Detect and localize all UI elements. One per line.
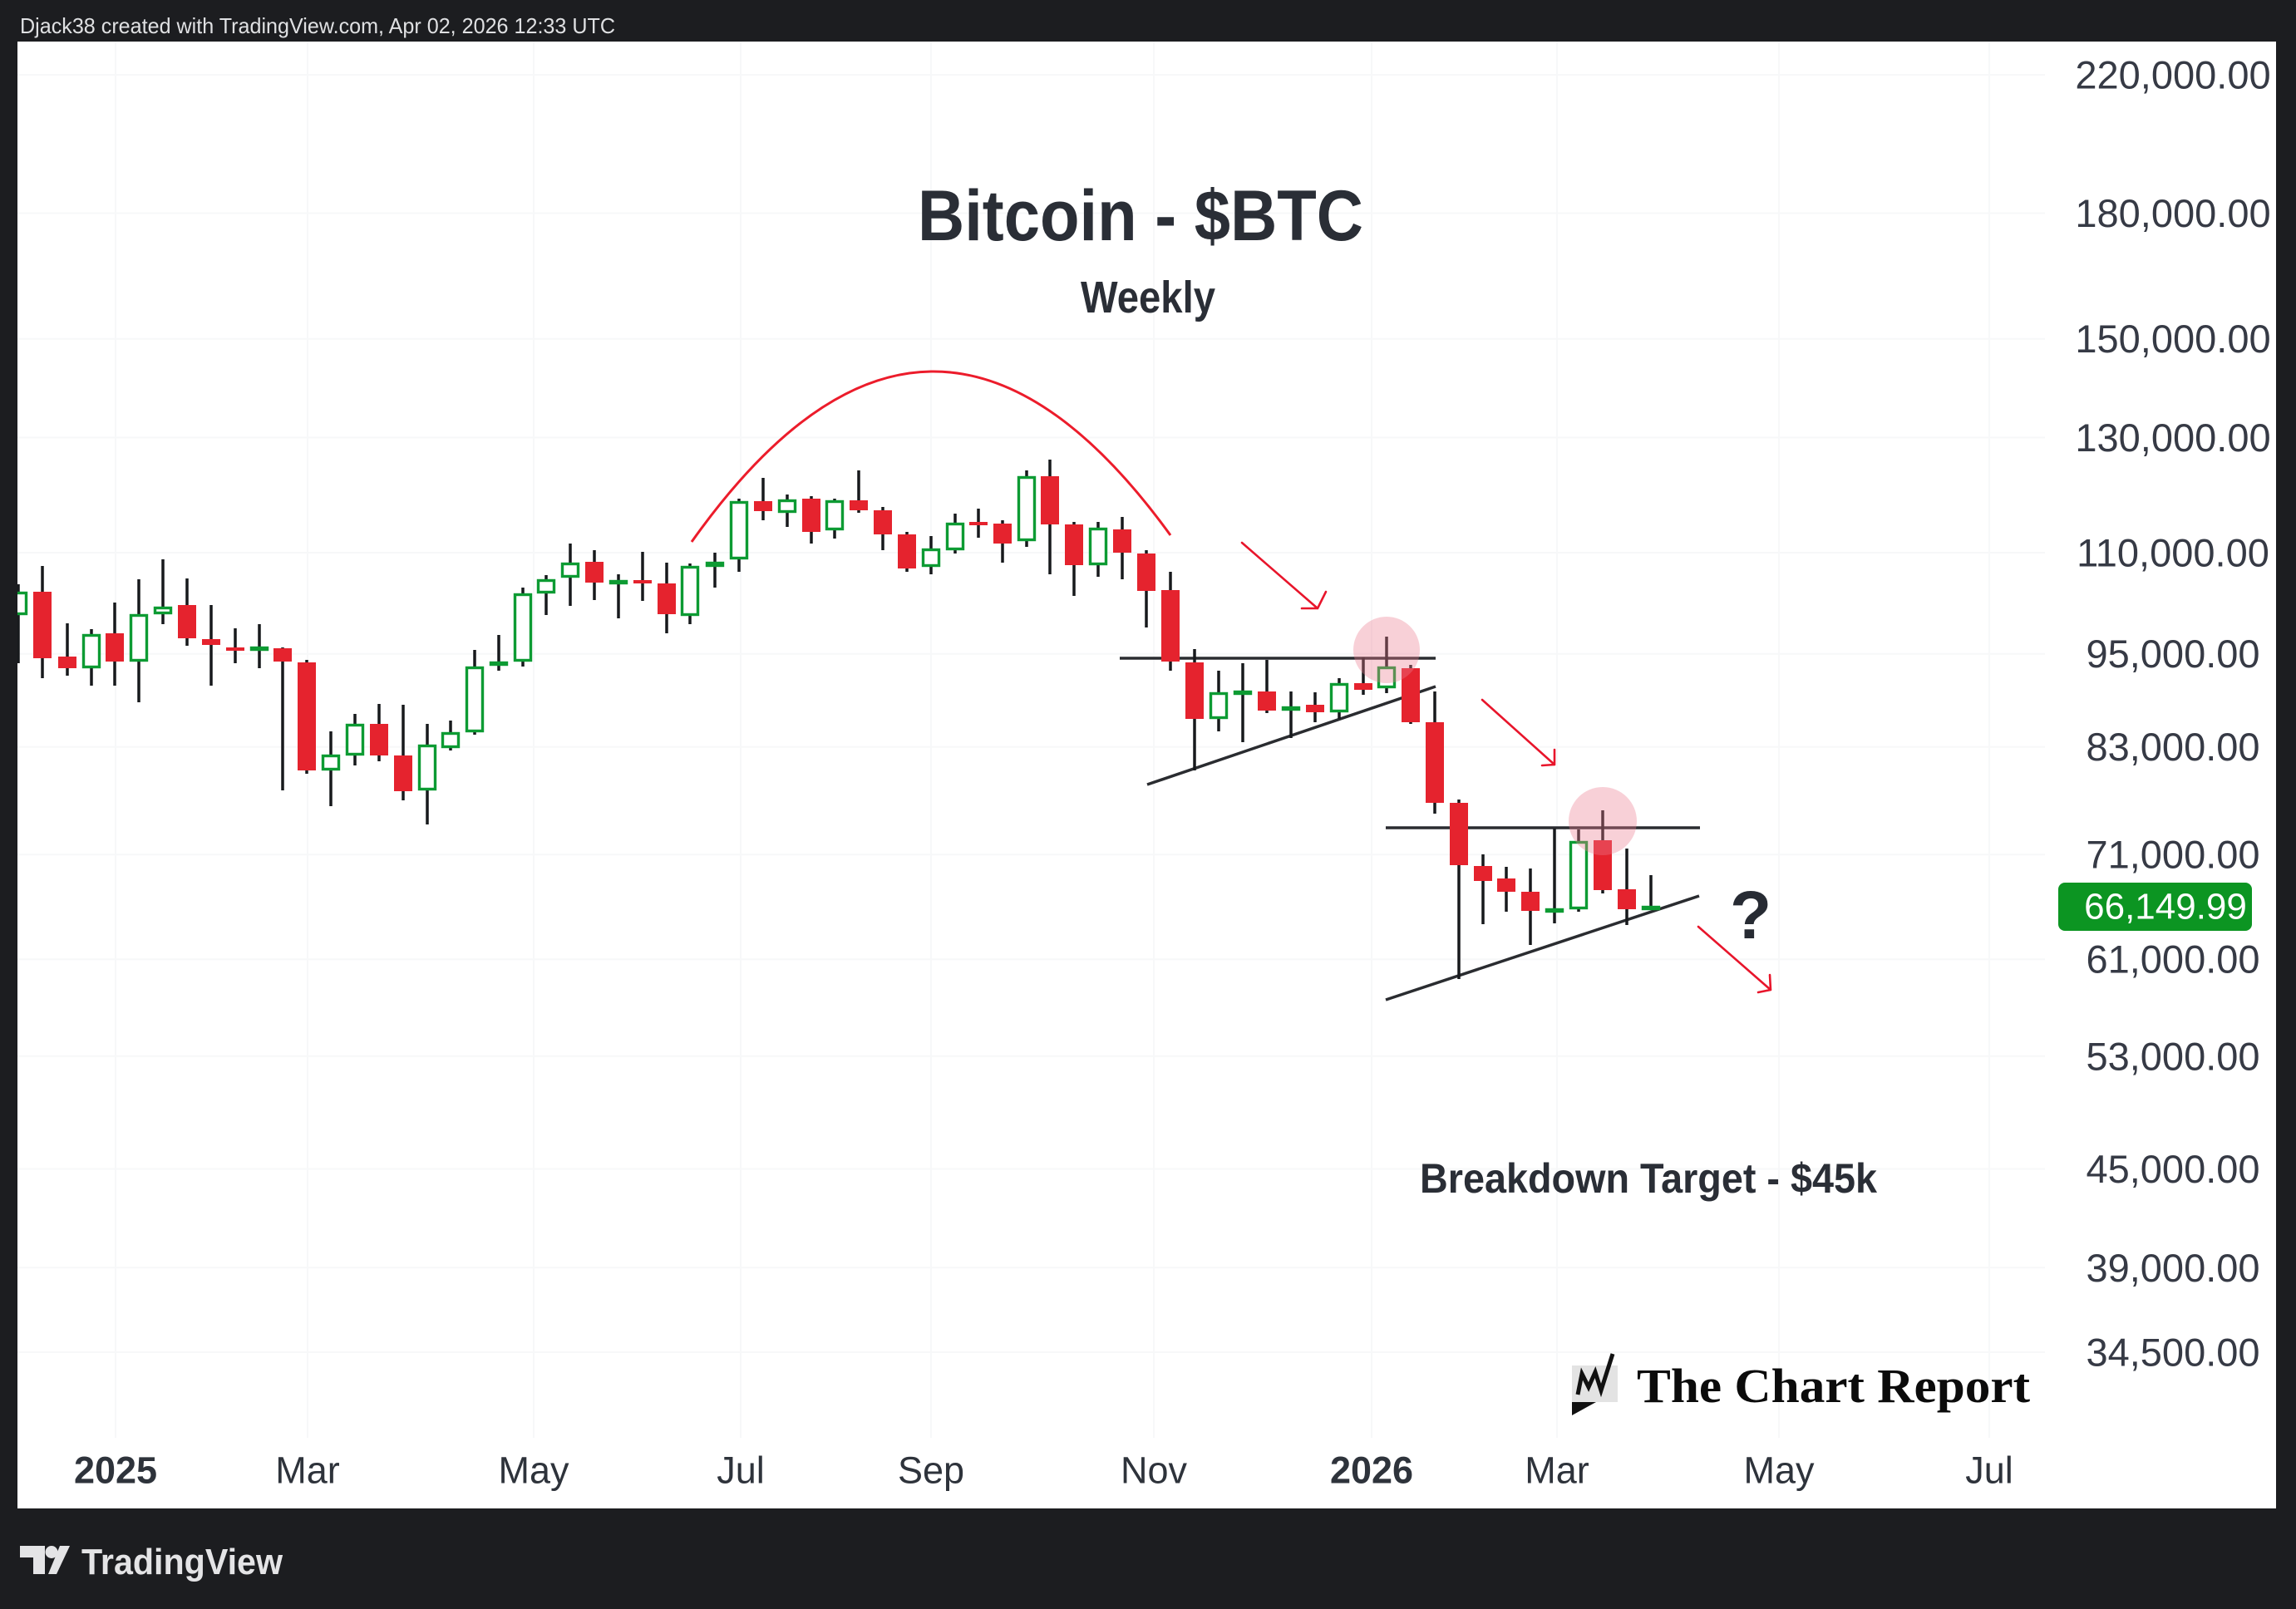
svg-text:Weekly: Weekly — [1081, 273, 1215, 322]
svg-text:130,000.00: 130,000.00 — [2075, 416, 2270, 460]
svg-text:May: May — [498, 1449, 569, 1492]
svg-text:Djack38 created with TradingVi: Djack38 created with TradingView.com, Ap… — [20, 13, 615, 38]
svg-text:95,000.00: 95,000.00 — [2086, 632, 2259, 676]
svg-text:?: ? — [1730, 878, 1771, 953]
svg-text:Bitcoin - $BTC: Bitcoin - $BTC — [918, 176, 1363, 256]
svg-text:Sep: Sep — [898, 1449, 964, 1492]
svg-text:The Chart Report: The Chart Report — [1637, 1359, 2031, 1413]
svg-text:Breakdown Target - $45k: Breakdown Target - $45k — [1420, 1155, 1877, 1202]
svg-text:71,000.00: 71,000.00 — [2086, 833, 2259, 877]
svg-text:34,500.00: 34,500.00 — [2086, 1331, 2259, 1375]
svg-text:Mar: Mar — [275, 1449, 340, 1492]
svg-text:TradingView: TradingView — [81, 1542, 283, 1582]
svg-text:Nov: Nov — [1121, 1449, 1188, 1492]
svg-text:2026: 2026 — [1330, 1449, 1413, 1492]
svg-text:Jul: Jul — [1965, 1449, 2013, 1492]
svg-text:39,000.00: 39,000.00 — [2086, 1246, 2259, 1290]
svg-text:83,000.00: 83,000.00 — [2086, 725, 2259, 769]
svg-text:150,000.00: 150,000.00 — [2075, 317, 2270, 361]
svg-text:2025: 2025 — [74, 1449, 157, 1492]
svg-text:61,000.00: 61,000.00 — [2086, 937, 2259, 982]
svg-text:110,000.00: 110,000.00 — [2077, 531, 2269, 575]
svg-text:May: May — [1743, 1449, 1815, 1492]
svg-text:Jul: Jul — [717, 1449, 765, 1492]
svg-text:45,000.00: 45,000.00 — [2086, 1147, 2259, 1191]
svg-text:180,000.00: 180,000.00 — [2075, 191, 2270, 235]
svg-text:66,149.99: 66,149.99 — [2084, 887, 2247, 928]
svg-text:53,000.00: 53,000.00 — [2086, 1034, 2259, 1078]
svg-text:220,000.00: 220,000.00 — [2075, 53, 2270, 97]
svg-text:Mar: Mar — [1525, 1449, 1589, 1492]
